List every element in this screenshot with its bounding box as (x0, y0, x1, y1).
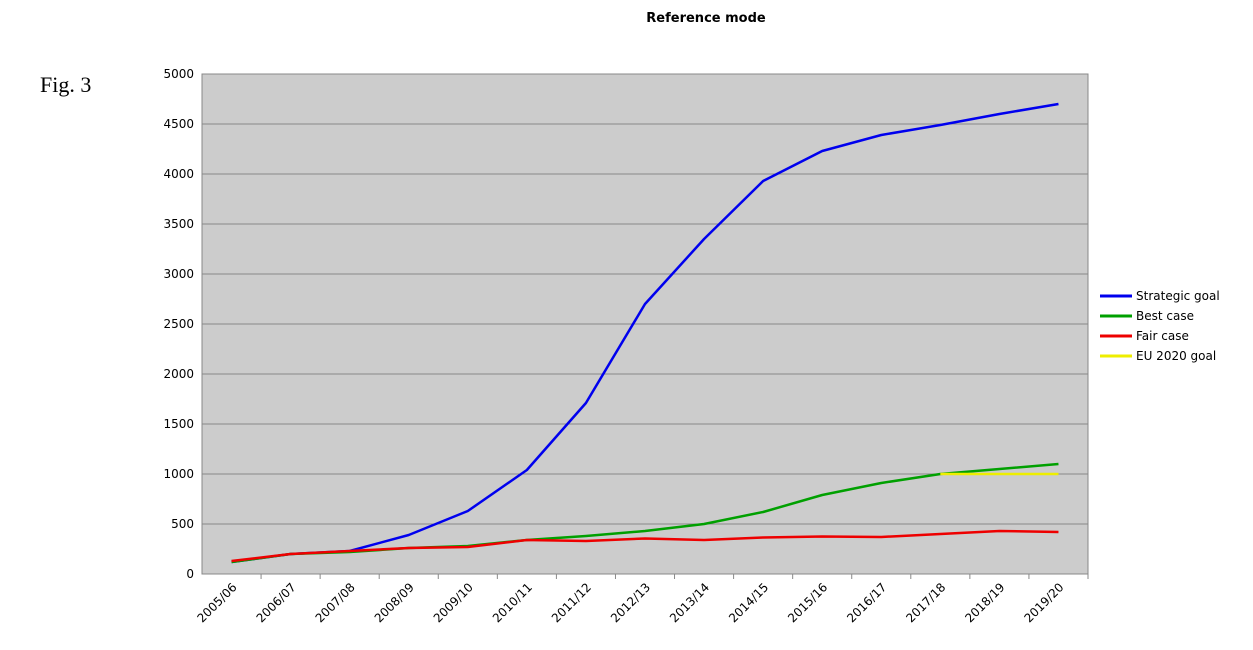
y-tick-label: 4500 (163, 117, 194, 131)
legend-label: Fair case (1136, 329, 1189, 343)
y-tick-label: 4000 (163, 167, 194, 181)
x-tick-label: 2009/10 (431, 580, 476, 625)
y-tick-label: 2500 (163, 317, 194, 331)
legend-label: EU 2020 goal (1136, 349, 1216, 363)
y-tick-label: 3000 (163, 267, 194, 281)
series-line (231, 102, 1059, 564)
chart-title: Reference mode (646, 11, 766, 26)
y-tick-label: 0 (186, 567, 194, 581)
legend-label: Best case (1136, 309, 1194, 323)
x-tick-label: 2018/19 (962, 580, 1007, 625)
x-tick-label: 2005/06 (194, 580, 239, 625)
y-tick-label: 500 (171, 517, 194, 531)
y-tick-label: 1000 (163, 467, 194, 481)
x-tick-label: 2015/16 (785, 580, 830, 625)
x-tick-label: 2017/18 (903, 580, 948, 625)
x-tick-label: 2011/12 (549, 580, 594, 625)
y-tick-label: 1500 (163, 417, 194, 431)
x-tick-label: 2019/20 (1021, 580, 1066, 625)
x-tick-label: 2012/13 (608, 580, 653, 625)
series-line (231, 529, 1059, 563)
x-tick-label: 2007/08 (313, 580, 358, 625)
legend-label: Strategic goal (1136, 289, 1220, 303)
x-tick-label: 2006/07 (254, 580, 299, 625)
x-tick-label: 2013/14 (667, 580, 712, 625)
y-tick-label: 5000 (163, 67, 194, 81)
x-tick-label: 2008/09 (372, 580, 417, 625)
figure-label: Fig. 3 (40, 72, 91, 97)
y-tick-label: 2000 (163, 367, 194, 381)
x-tick-label: 2014/15 (726, 580, 771, 625)
x-tick-label: 2010/11 (490, 580, 535, 625)
y-tick-label: 3500 (163, 217, 194, 231)
x-tick-label: 2016/17 (844, 580, 889, 625)
